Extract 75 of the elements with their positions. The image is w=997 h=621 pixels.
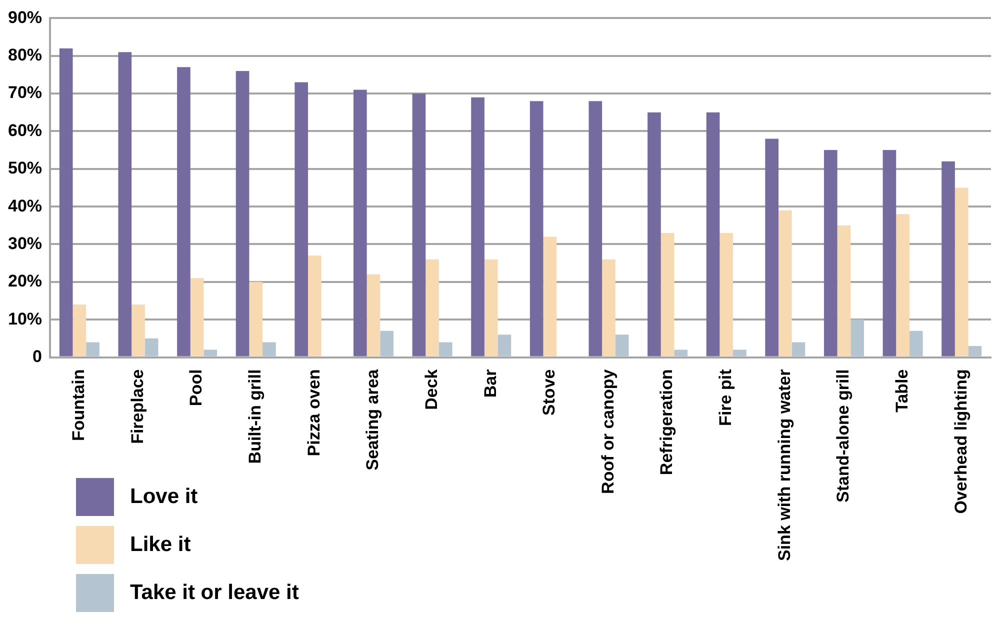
bar [942, 161, 955, 356]
x-tick-label: Refrigeration [657, 369, 676, 476]
bar [648, 112, 661, 356]
y-tick-label: 80% [8, 46, 42, 65]
bar [412, 94, 426, 356]
bar [118, 52, 132, 356]
bar [380, 330, 394, 356]
y-tick-label: 50% [8, 158, 42, 178]
y-tick-label: 40% [8, 196, 42, 216]
legend-label: Take it or leave it [130, 581, 299, 605]
y-tick-label: 30% [8, 234, 42, 253]
bar [471, 97, 484, 356]
legend-label: Like it [130, 533, 191, 557]
bar [438, 342, 452, 356]
bar [850, 320, 864, 356]
bar [353, 90, 367, 356]
bar [543, 236, 557, 356]
bar [720, 232, 734, 356]
bar [498, 334, 512, 356]
bar [824, 150, 838, 356]
y-tick-label: 60% [8, 120, 42, 140]
bar [144, 338, 158, 356]
bar [778, 210, 792, 356]
x-tick-label: Deck [422, 368, 441, 410]
bar [294, 82, 308, 356]
bar [602, 259, 616, 356]
bar [837, 225, 851, 356]
bar [177, 67, 190, 356]
bar [792, 342, 806, 356]
bar [968, 346, 982, 356]
x-tick-label: Fireplace [128, 369, 147, 444]
bar [190, 278, 204, 356]
bar [249, 282, 263, 356]
bar [262, 342, 276, 356]
bar [132, 304, 145, 356]
bar [308, 256, 322, 356]
x-tick-label: Pool [186, 369, 206, 406]
bar [909, 330, 923, 356]
bar [733, 350, 746, 356]
bar [660, 232, 674, 356]
y-tick-label: 20% [8, 272, 42, 291]
y-tick-label: 90% [8, 8, 42, 27]
bar [882, 150, 896, 356]
bar [530, 101, 544, 356]
x-tick-label: Stand-alone grill [834, 369, 853, 502]
x-tick-label: Fountain [69, 369, 88, 442]
bar [72, 304, 86, 356]
bar [588, 101, 602, 356]
x-tick-label: Built-in grill [246, 369, 265, 464]
bar [59, 48, 73, 356]
bar [86, 342, 100, 356]
bar [236, 70, 250, 356]
bar [615, 334, 629, 356]
x-tick-label: Table [892, 369, 912, 412]
x-tick-label: Fire pit [716, 368, 736, 426]
bar [204, 350, 218, 356]
bar [765, 138, 778, 356]
x-tick-label: Roof or canopy [598, 368, 618, 494]
bar [954, 188, 968, 356]
y-tick-label: 70% [8, 83, 42, 102]
bar [366, 274, 380, 356]
x-tick-label: Sink with running water [774, 368, 794, 562]
bar [896, 214, 910, 356]
bar [674, 350, 688, 356]
x-tick-label: Seating area [363, 368, 382, 470]
bar [426, 259, 439, 356]
legend-label: Love it [130, 485, 198, 509]
bar [484, 259, 498, 356]
x-tick-label: Stove [540, 369, 559, 416]
bar [706, 112, 720, 356]
x-tick-label: Overhead lighting [951, 369, 970, 514]
y-tick-label: 0 [32, 346, 42, 366]
x-tick-label: Pizza oven [304, 369, 324, 456]
y-tick-label: 10% [8, 309, 42, 328]
x-tick-label: Bar [480, 368, 500, 398]
